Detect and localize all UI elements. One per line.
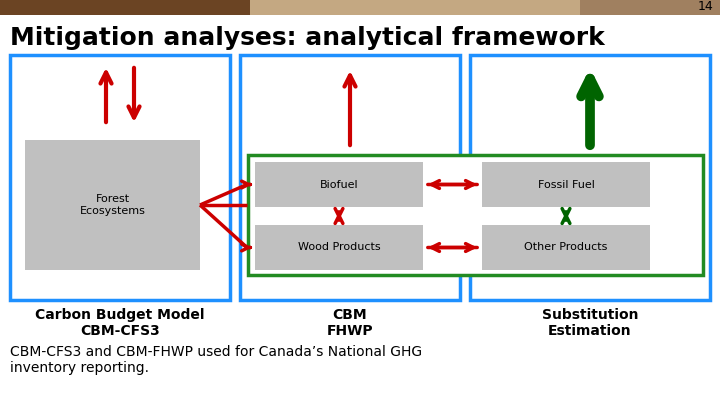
Text: CBM
FHWP: CBM FHWP [327, 308, 373, 338]
Bar [482, 225, 650, 270]
Bar [240, 55, 460, 300]
Text: Forest
Ecosystems: Forest Ecosystems [80, 194, 145, 216]
Bar [470, 55, 710, 300]
Bar [0, 0, 250, 15]
Text: Mitigation analyses: analytical framework: Mitigation analyses: analytical framewor… [10, 26, 605, 50]
Bar [255, 225, 423, 270]
Text: Other Products: Other Products [524, 243, 608, 252]
Text: 14: 14 [697, 0, 713, 13]
Bar [255, 162, 423, 207]
Bar [580, 0, 720, 15]
Bar [482, 162, 650, 207]
Text: Fossil Fuel: Fossil Fuel [538, 179, 595, 190]
Bar [248, 155, 703, 275]
Text: Substitution
Estimation: Substitution Estimation [541, 308, 638, 338]
Text: Biofuel: Biofuel [320, 179, 359, 190]
Text: CBM-CFS3 and CBM-FHWP used for Canada’s National GHG
inventory reporting.: CBM-CFS3 and CBM-FHWP used for Canada’s … [10, 345, 422, 375]
Text: Wood Products: Wood Products [297, 243, 380, 252]
Text: Carbon Budget Model
CBM-CFS3: Carbon Budget Model CBM-CFS3 [35, 308, 204, 338]
Bar [25, 140, 200, 270]
Bar [250, 0, 580, 15]
Bar [10, 55, 230, 300]
